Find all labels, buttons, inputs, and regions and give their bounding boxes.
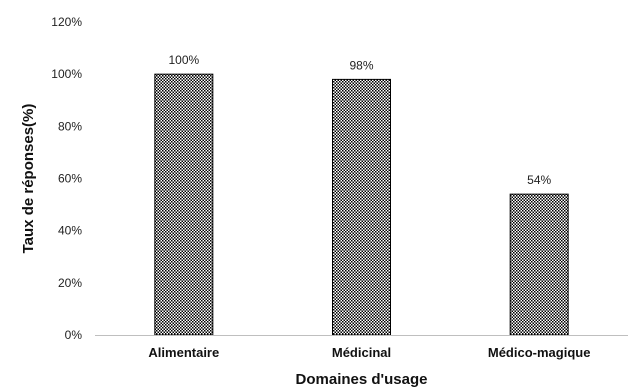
y-tick-label: 40%	[58, 224, 82, 238]
bar	[332, 78, 391, 336]
y-tick-label: 20%	[58, 276, 82, 290]
data-labels-group: 100% 98% 54%	[168, 53, 551, 187]
data-label: 98%	[349, 58, 373, 72]
data-label: 100%	[168, 53, 199, 67]
y-tick-label: 0%	[65, 328, 83, 342]
y-axis-title: Taux de réponses(%)	[20, 104, 37, 254]
x-axis-ticks: Alimentaire Médicinal Médico-magique	[148, 345, 590, 360]
bars-group	[154, 73, 569, 336]
y-tick-label: 120%	[51, 15, 82, 29]
y-tick-label: 100%	[51, 67, 82, 81]
bar	[154, 73, 214, 336]
x-tick-label: Médicinal	[332, 345, 391, 360]
data-label: 54%	[527, 173, 551, 187]
y-tick-label: 80%	[58, 119, 82, 133]
x-tick-label: Médico-magique	[488, 345, 591, 360]
bar	[509, 193, 569, 336]
x-axis-title: Domaines d'usage	[296, 371, 428, 388]
y-tick-label: 60%	[58, 172, 82, 186]
y-axis-ticks: 0% 20% 40% 60% 80% 100% 120%	[51, 15, 82, 342]
x-tick-label: Alimentaire	[148, 345, 219, 360]
